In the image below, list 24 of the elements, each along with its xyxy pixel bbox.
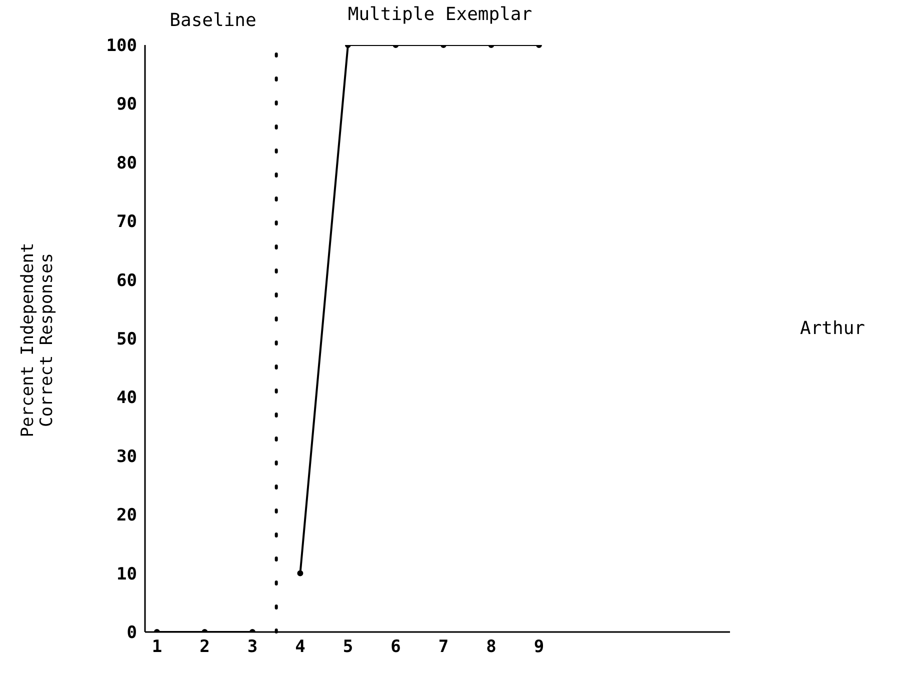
y-tick-label: 20 [116, 506, 137, 526]
text: Multiple Exemplar [346, 4, 534, 25]
y-tick-label: 70 [116, 212, 137, 232]
x-tick-label: 5 [342, 637, 354, 658]
y-tick-label: 50 [116, 330, 137, 350]
x-tick-label: 1 [152, 637, 162, 658]
y-tick-label: 40 [116, 388, 137, 408]
text: Baseline [168, 10, 258, 31]
x-tick-label: 8 [486, 637, 496, 658]
y-tick-label: 30 [116, 446, 137, 467]
x-tick-label: 2 [200, 637, 210, 658]
y-tick-label: 10 [116, 564, 137, 584]
y-tick-label: 80 [116, 153, 137, 174]
x-tick-label: 7 [438, 637, 449, 658]
text: Arthur [800, 318, 866, 339]
y-tick-label: 60 [116, 270, 137, 291]
y-tick-label: 90 [116, 94, 137, 115]
x-tick-label: 6 [390, 637, 401, 658]
x-tick-label: 4 [295, 637, 306, 658]
y-tick-label: 100 [106, 36, 137, 56]
x-tick-label: 9 [534, 637, 544, 658]
y-axis-title: Percent Independent Correct Responses [18, 242, 57, 438]
x-tick-label: 3 [247, 637, 258, 658]
y-tick-label: 0 [126, 623, 137, 644]
